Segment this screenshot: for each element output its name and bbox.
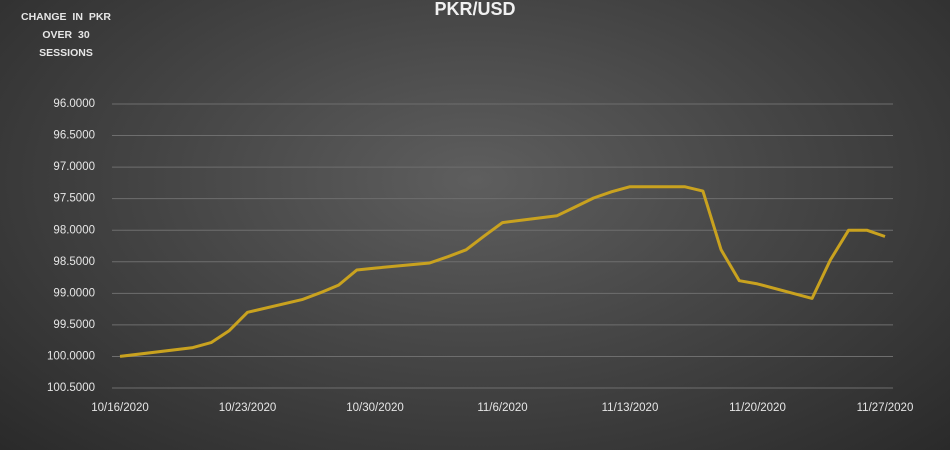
data-line: [119, 185, 886, 358]
x-tick-label: 11/6/2020: [477, 402, 527, 414]
chart-title: PKR/USD: [434, 0, 515, 19]
y-tick-label: 98.5000: [53, 256, 95, 268]
y-tick-label: 100.0000: [47, 350, 95, 362]
annotation: CHANGE IN PKR OVER 30 SESSIONS: [20, 11, 111, 59]
y-tick-label: 100.5000: [47, 382, 95, 394]
x-tick-label: 10/30/2020: [346, 402, 404, 414]
x-tick-label: 10/23/2020: [219, 402, 277, 414]
y-tick-label: 97.0000: [53, 161, 95, 173]
y-tick-label: 96.5000: [53, 130, 95, 142]
y-tick-label: 96.0000: [53, 98, 95, 110]
x-tick-label: 11/27/2020: [857, 402, 914, 414]
x-tick-label: 11/20/2020: [729, 402, 786, 414]
x-tick-label: 10/16/2020: [91, 402, 149, 414]
x-tick-label: 11/13/2020: [602, 402, 659, 414]
y-tick-label: 99.0000: [53, 287, 95, 299]
y-tick-label: 97.5000: [53, 193, 95, 205]
y-tick-label: 99.5000: [53, 319, 95, 331]
y-tick-label: 98.0000: [53, 224, 95, 236]
